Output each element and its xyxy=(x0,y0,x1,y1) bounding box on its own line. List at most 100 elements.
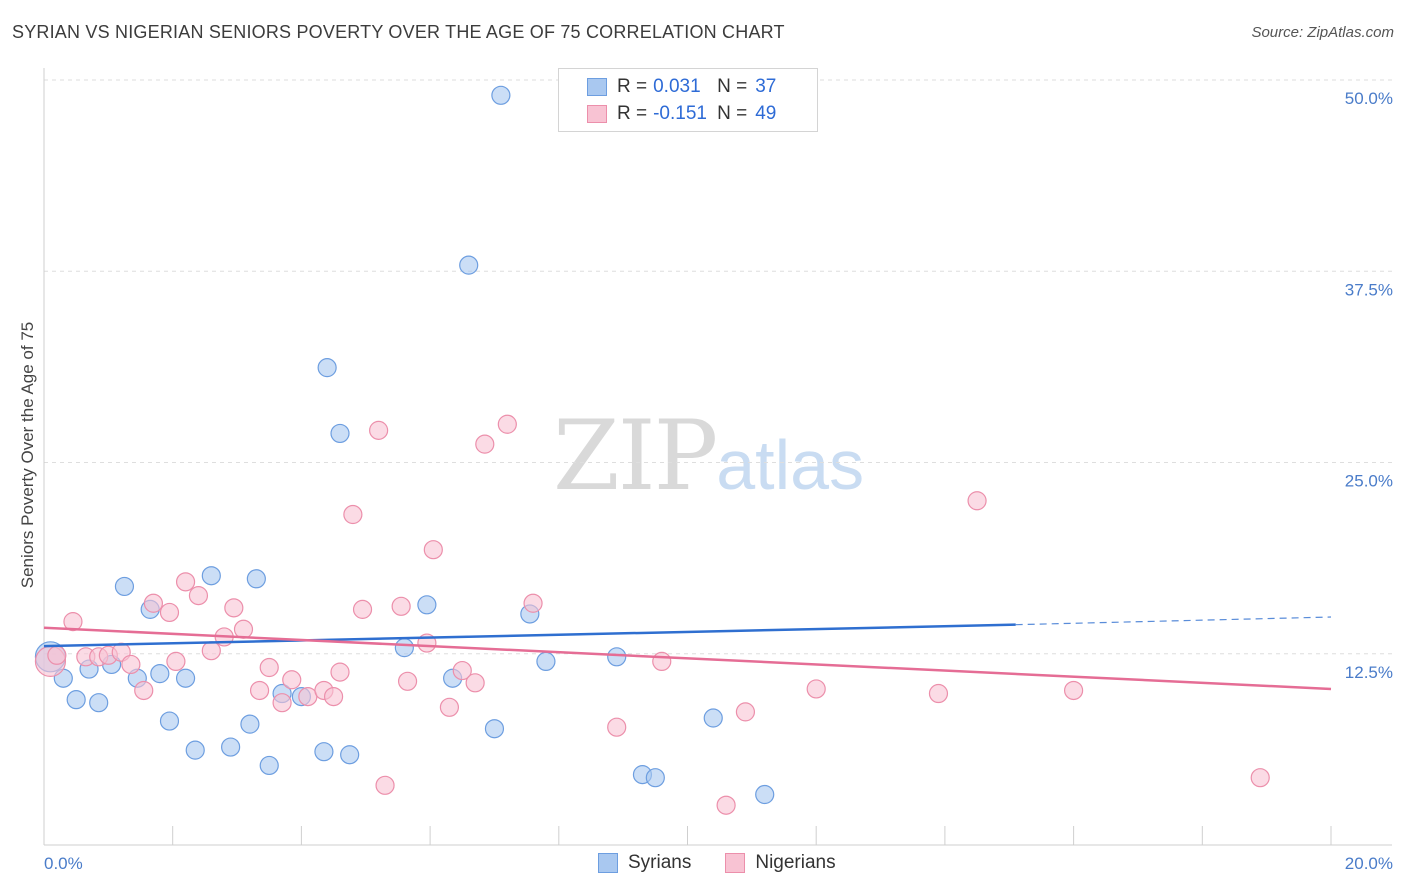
data-point-syrians xyxy=(114,576,135,597)
trend-line-syrians xyxy=(43,623,1016,648)
legend-row-nigerians: R = -0.151 N = 49 xyxy=(587,101,776,127)
data-point-nigerians xyxy=(607,717,627,737)
data-point-nigerians xyxy=(523,593,543,613)
data-point-nigerians xyxy=(475,434,495,454)
data-point-nigerians xyxy=(282,670,302,690)
watermark: ZIPatlas xyxy=(553,400,864,512)
data-point-nigerians xyxy=(397,671,418,691)
legend-r-label: R = xyxy=(617,103,648,124)
source-label: Source: ZipAtlas.com xyxy=(1251,24,1394,41)
trend-line-extension-syrians xyxy=(1015,616,1332,626)
x-tick-label: 20.0% xyxy=(1345,854,1393,873)
series-label-nigerians: Nigerians xyxy=(755,852,836,873)
data-point-nigerians xyxy=(928,683,949,704)
series-legend-syrians[interactable]: Syrians xyxy=(598,852,691,874)
data-point-nigerians xyxy=(352,599,373,619)
data-point-nigerians xyxy=(201,641,221,661)
data-point-nigerians xyxy=(452,660,472,681)
y-tick-label: 12.5% xyxy=(1345,663,1393,682)
legend-swatch-syrians xyxy=(587,78,607,96)
legend-r-value: -0.151 xyxy=(653,103,707,124)
data-point-syrians xyxy=(491,85,511,105)
data-point-nigerians xyxy=(343,504,363,525)
data-point-syrians xyxy=(185,740,205,760)
data-point-nigerians xyxy=(259,657,279,678)
data-point-syrians xyxy=(201,566,221,586)
data-point-nigerians xyxy=(735,702,756,722)
y-tick-label: 37.5% xyxy=(1345,280,1393,299)
data-point-nigerians xyxy=(497,414,517,434)
data-point-nigerians xyxy=(391,596,411,616)
data-point-syrians xyxy=(340,745,360,765)
data-point-nigerians xyxy=(143,593,163,613)
data-point-nigerians xyxy=(1250,768,1270,788)
data-point-syrians xyxy=(246,569,266,589)
data-point-nigerians xyxy=(121,654,141,675)
data-point-syrians xyxy=(394,638,414,658)
data-point-syrians xyxy=(317,358,337,378)
data-point-nigerians xyxy=(1063,680,1084,701)
legend-swatch-nigerians xyxy=(587,105,607,123)
data-point-nigerians xyxy=(175,572,196,592)
data-point-nigerians xyxy=(298,686,318,707)
data-point-nigerians xyxy=(249,680,270,701)
data-point-syrians xyxy=(89,693,109,713)
data-point-syrians xyxy=(314,742,334,762)
series-swatch-nigerians xyxy=(725,853,746,873)
legend-n-label: N = xyxy=(717,76,748,97)
data-point-syrians xyxy=(459,255,479,275)
watermark-atlas: atlas xyxy=(716,426,865,504)
data-point-nigerians xyxy=(188,586,209,606)
data-point-nigerians xyxy=(330,662,350,682)
legend-n-label: N = xyxy=(717,103,748,124)
legend-n-value: 37 xyxy=(755,76,777,97)
data-point-nigerians xyxy=(224,598,244,618)
series-swatch-syrians xyxy=(598,853,618,873)
data-point-syrians xyxy=(330,423,350,444)
data-point-syrians xyxy=(259,755,279,776)
legend-r-label: R = xyxy=(617,76,648,97)
x-tick-label: 0.0% xyxy=(44,854,83,873)
series-legend: Syrians Nigerians xyxy=(598,852,870,874)
data-point-syrians xyxy=(159,711,180,731)
trend-line-nigerians xyxy=(43,626,1332,691)
data-point-syrians xyxy=(484,719,505,739)
legend-r-value: 0.031 xyxy=(653,76,701,97)
data-point-nigerians xyxy=(63,612,83,632)
data-point-syrians xyxy=(175,668,196,688)
data-point-nigerians xyxy=(423,540,443,560)
data-point-nigerians xyxy=(375,775,395,795)
data-point-syrians xyxy=(607,647,627,667)
y-tick-label: 25.0% xyxy=(1345,472,1393,491)
data-point-nigerians xyxy=(272,693,292,713)
data-point-syrians xyxy=(221,737,241,757)
data-point-nigerians xyxy=(967,491,987,511)
data-point-nigerians xyxy=(652,651,672,672)
chart-title: SYRIAN VS NIGERIAN SENIORS POVERTY OVER … xyxy=(12,22,785,42)
data-point-nigerians xyxy=(166,651,186,672)
data-point-syrians xyxy=(536,651,556,672)
series-legend-nigerians[interactable]: Nigerians xyxy=(725,852,836,874)
legend-row-syrians: R = 0.031 N = 37 xyxy=(587,74,776,100)
watermark-zip: ZIP xyxy=(553,400,718,512)
data-point-nigerians xyxy=(465,673,485,693)
data-point-nigerians xyxy=(134,680,154,701)
data-point-syrians xyxy=(417,595,437,615)
data-point-nigerians xyxy=(369,420,389,440)
data-point-nigerians xyxy=(716,795,736,815)
data-point-syrians xyxy=(66,690,86,710)
y-tick-label: 50.0% xyxy=(1345,89,1393,108)
data-point-nigerians xyxy=(806,679,826,699)
legend-n-value: 49 xyxy=(755,103,777,124)
series-label-syrians: Syrians xyxy=(628,852,692,873)
data-point-syrians xyxy=(150,664,170,684)
data-point-syrians xyxy=(240,714,260,734)
data-point-nigerians xyxy=(439,697,460,717)
data-point-nigerians xyxy=(159,602,180,623)
data-point-nigerians xyxy=(233,619,254,639)
data-point-syrians xyxy=(703,708,723,728)
data-point-syrians xyxy=(645,768,665,788)
correlation-legend: R = 0.031 N = 37 R = -0.151 N = 49 xyxy=(558,68,818,132)
data-point-nigerians xyxy=(47,645,67,665)
